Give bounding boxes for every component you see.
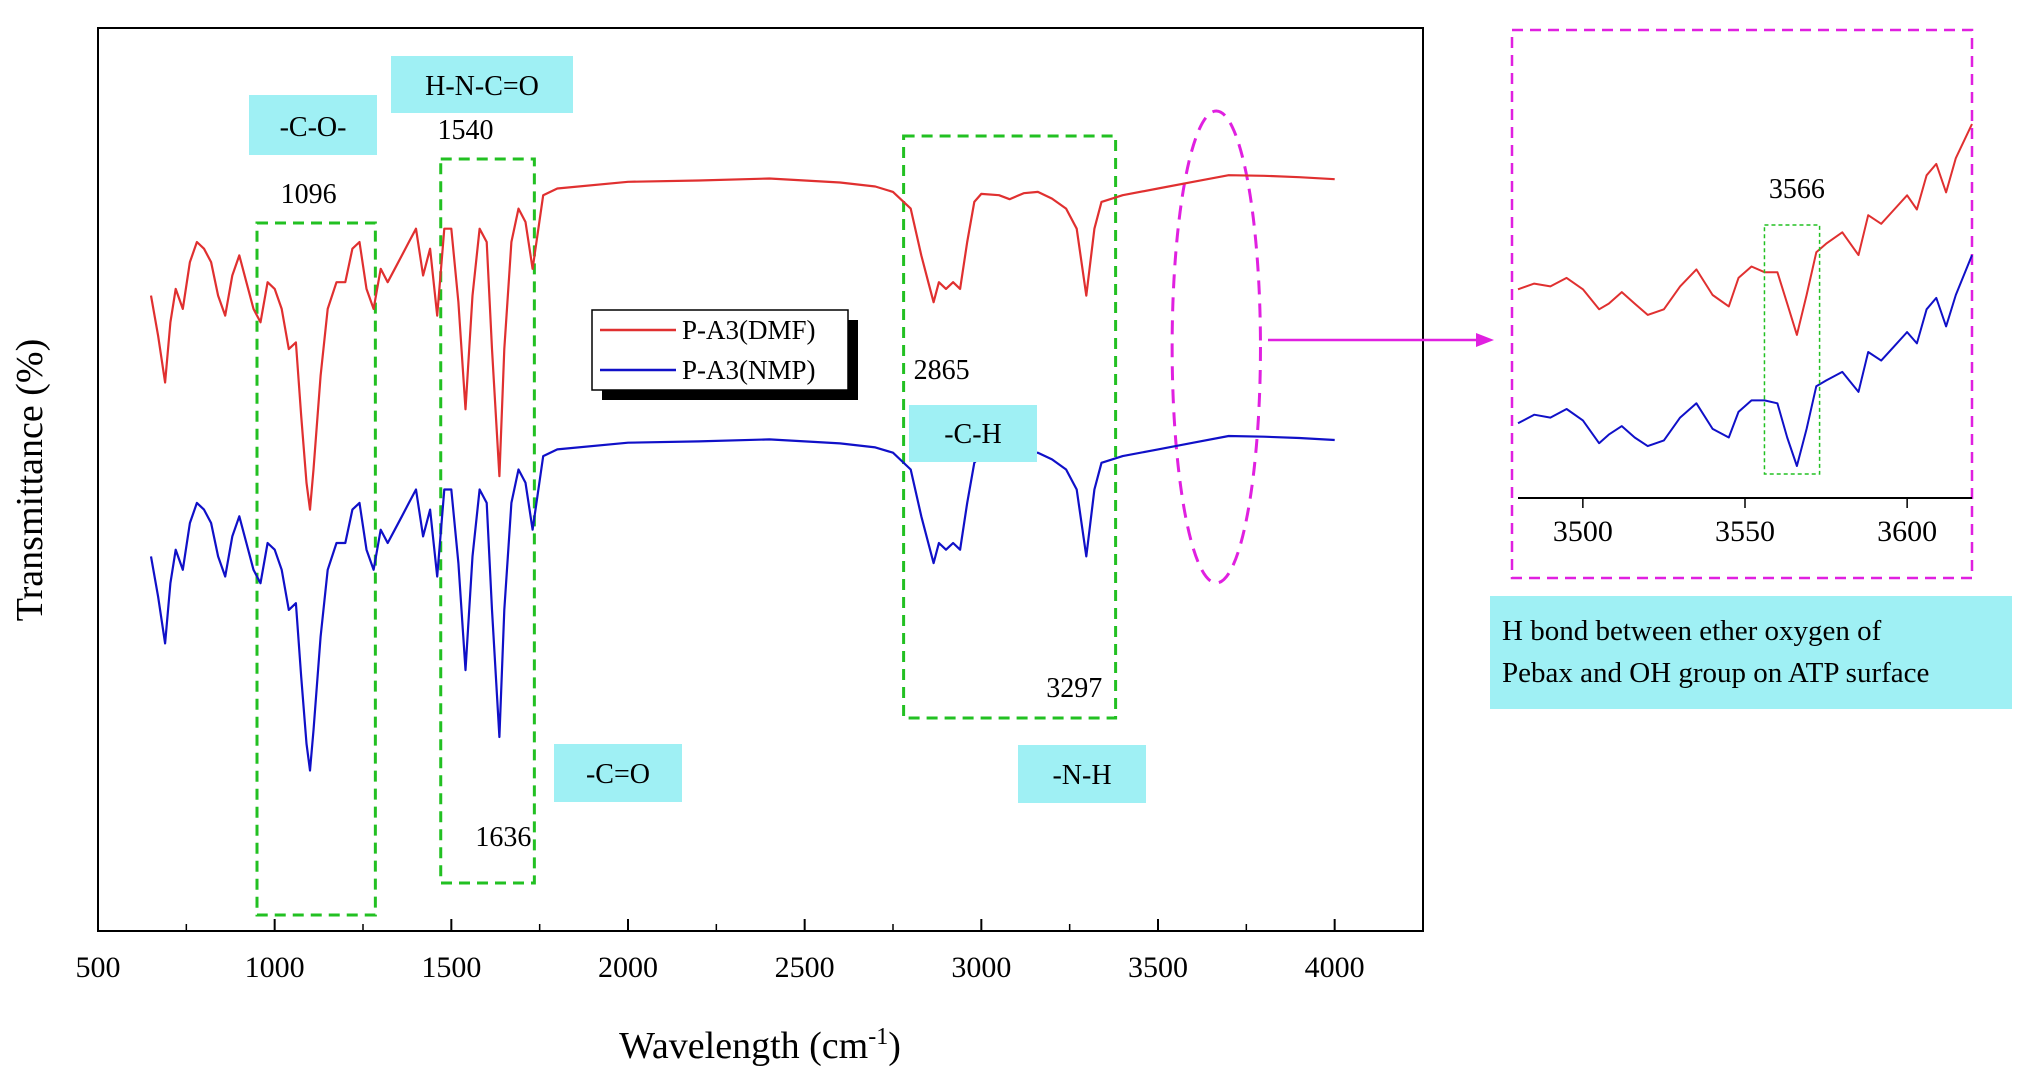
main-x-tick-label: 1000: [245, 951, 305, 984]
inset-note-line-2: Pebax and OH group on ATP surface: [1502, 657, 1929, 689]
inset-peak-annotation: 3566: [1769, 174, 1825, 205]
x-axis-title: Wavelength (cm-1): [619, 1024, 901, 1067]
group-label-c-o: -C-O-: [280, 112, 347, 143]
group-label-c-double-o: -C=O: [586, 759, 650, 790]
peak-annotation: 1540: [437, 115, 493, 146]
legend: P-A3(DMF) P-A3(NMP): [591, 309, 858, 400]
inset-x-tick-label: 3500: [1553, 515, 1613, 548]
main-series-group: [149, 174, 1335, 772]
label-bg-c-double-o: [554, 744, 682, 802]
y-axis-title: Transmittance (%): [9, 339, 51, 621]
series-dmf-line: [149, 174, 1335, 511]
peak-annotation: 1636: [475, 822, 531, 853]
group-label-h-n-c-o: H-N-C=O: [425, 71, 539, 102]
inset-x-tick-label: 3550: [1715, 515, 1775, 548]
series-nmp-line: [149, 434, 1335, 772]
inset-region-box: [1763, 224, 1821, 475]
inset-x-tick-label: 3600: [1877, 515, 1937, 548]
main-x-tick-label: 3000: [951, 951, 1011, 984]
main-x-tick-label: 4000: [1305, 951, 1365, 984]
legend-box: [591, 309, 849, 391]
highlight-ellipse: [1170, 109, 1262, 585]
main-plot-frame: [97, 27, 1424, 932]
main-x-axis: 500 1000 1500 2000 2500 3000 3500 4000: [76, 919, 1365, 984]
main-x-tick-label: 2000: [598, 951, 658, 984]
inset-series-nmp-line: [1517, 254, 1973, 467]
region-box: [902, 134, 1118, 720]
group-label-c-h: -C-H: [944, 419, 1002, 450]
region-box: [255, 221, 377, 917]
label-bg-h-n-c-o: [391, 56, 573, 113]
inset-series-group: [1517, 123, 1973, 467]
main-x-tick-label: 1500: [421, 951, 481, 984]
inset-series-dmf-line: [1517, 123, 1973, 336]
peak-annotation: 3297: [1046, 673, 1102, 704]
legend-label-dmf: P-A3(DMF): [682, 315, 816, 345]
peak-annotation: 2865: [914, 355, 970, 386]
main-x-tick-label: 500: [76, 951, 121, 984]
peak-annotation: 1096: [281, 179, 337, 210]
main-x-tick-label: 2500: [775, 951, 835, 984]
main-x-tick-label: 3500: [1128, 951, 1188, 984]
group-label-n-h: -N-H: [1052, 760, 1111, 791]
main-annotations: 1096 1540 1636 2865 3297: [281, 115, 1103, 853]
legend-label-nmp: P-A3(NMP): [682, 355, 816, 385]
inset-annotations: 3566: [1763, 174, 1825, 475]
inset-x-axis: 3500 3550 3600: [1553, 498, 1937, 548]
inset-note-line-1: H bond between ether oxygen of: [1502, 615, 1882, 647]
label-bg-c-h: [909, 405, 1037, 462]
inset-note-bg: [1490, 596, 2012, 709]
inset-pointer-arrowhead: [1476, 333, 1494, 347]
inset-frame: [1510, 28, 1974, 580]
label-bg-n-h: [1018, 745, 1146, 803]
label-bg-c-o: [249, 95, 377, 155]
